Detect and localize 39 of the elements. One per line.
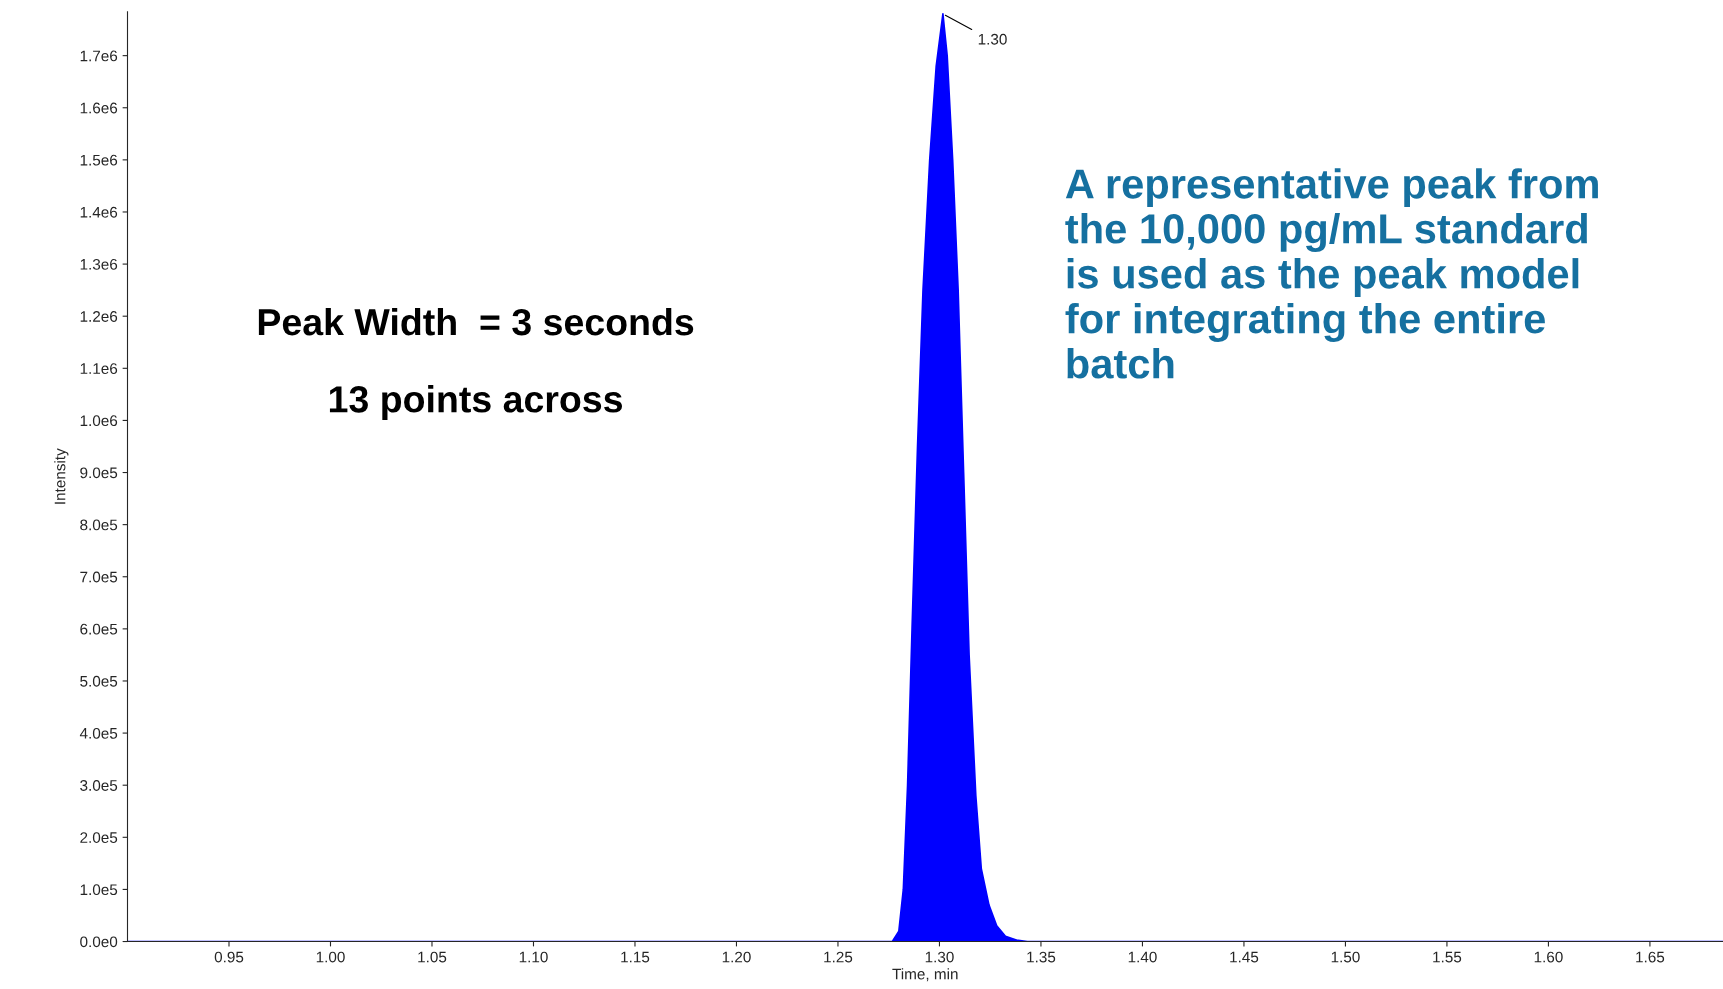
x-tick-label: 1.15 xyxy=(621,951,650,963)
y-tick-label: 5.0e5 xyxy=(80,675,118,687)
annotation: A representative peak from the 10,000 pg/mL standard is used as the peak model for integrating the entire batch xyxy=(1065,168,1598,379)
x-tick-label: 1.60 xyxy=(1534,951,1563,963)
x-tick-label: 1.35 xyxy=(1027,951,1056,963)
annotation: Peak Width = 3 seconds xyxy=(258,307,694,336)
y-tick-label: 1.7e6 xyxy=(80,50,118,62)
y-tick-label: 9.0e5 xyxy=(80,467,118,479)
y-tick-label: 7.0e5 xyxy=(80,571,118,583)
y-tick-label: 1.6e6 xyxy=(80,102,118,114)
y-tick-label: 1.2e6 xyxy=(80,311,118,322)
y-tick-label: 2.0e5 xyxy=(80,832,118,843)
y-tick-label: 1.0e5 xyxy=(80,884,118,896)
annotation: 1.30 xyxy=(978,33,1007,45)
x-tick-label: 1.20 xyxy=(722,951,751,963)
y-tick-label: 1.4e6 xyxy=(80,206,118,218)
x-tick-label: 1.55 xyxy=(1433,951,1462,963)
x-tick-label: 1.30 xyxy=(925,951,954,963)
y-tick-label: 1.5e6 xyxy=(80,154,118,166)
x-tick-label: 1.00 xyxy=(316,951,345,963)
y-tick-label: 0.0e0 xyxy=(80,936,118,948)
y-tick-label: 6.0e5 xyxy=(80,623,118,635)
y-tick-label: 1.1e6 xyxy=(80,363,118,374)
x-axis-title: Time, min xyxy=(892,968,958,982)
x-tick-label: 1.25 xyxy=(824,951,853,963)
y-axis-title: Intensity xyxy=(54,448,69,504)
x-tick-label: 1.65 xyxy=(1636,951,1665,963)
y-tick-label: 8.0e5 xyxy=(80,519,118,531)
y-tick-label: 1.0e6 xyxy=(80,415,118,427)
y-tick-label: 1.3e6 xyxy=(80,258,118,270)
y-tick-label: 4.0e5 xyxy=(79,727,118,739)
x-tick-label: 1.05 xyxy=(418,951,447,963)
x-tick-label: 0.95 xyxy=(214,951,244,963)
y-tick-label: 3.0e5 xyxy=(80,780,118,791)
x-tick-label: 1.10 xyxy=(519,951,548,963)
annotation: 13 points across xyxy=(329,385,622,420)
x-tick-label: 1.45 xyxy=(1230,951,1259,963)
x-tick-label: 1.40 xyxy=(1128,951,1157,963)
x-tick-label: 1.50 xyxy=(1331,951,1360,963)
